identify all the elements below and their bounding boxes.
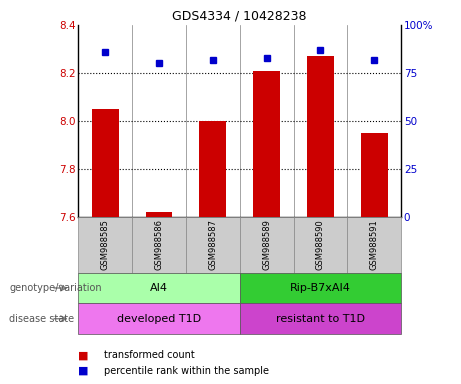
Bar [146, 212, 172, 217]
Bar [307, 56, 334, 217]
Bar [92, 109, 118, 217]
Text: percentile rank within the sample: percentile rank within the sample [104, 366, 269, 376]
Text: AI4: AI4 [150, 283, 168, 293]
Text: developed T1D: developed T1D [117, 314, 201, 324]
Title: GDS4334 / 10428238: GDS4334 / 10428238 [172, 9, 307, 22]
Text: GSM988587: GSM988587 [208, 219, 217, 270]
Bar [186, 217, 240, 273]
Text: Rip-B7xAI4: Rip-B7xAI4 [290, 283, 351, 293]
Bar [132, 217, 186, 273]
Bar [78, 303, 240, 334]
Bar [361, 133, 388, 217]
Bar [240, 217, 294, 273]
Text: GSM988586: GSM988586 [154, 219, 164, 270]
Bar [294, 217, 347, 273]
Text: genotype/variation: genotype/variation [9, 283, 102, 293]
Bar [253, 71, 280, 217]
Text: ■: ■ [78, 366, 89, 376]
Bar [199, 121, 226, 217]
Text: GSM988589: GSM988589 [262, 219, 271, 270]
Bar [240, 273, 401, 303]
Bar [78, 217, 132, 273]
Bar [347, 217, 401, 273]
Text: disease state: disease state [9, 314, 74, 324]
Text: ■: ■ [78, 350, 89, 360]
Bar [78, 273, 240, 303]
Text: GSM988590: GSM988590 [316, 219, 325, 270]
Text: resistant to T1D: resistant to T1D [276, 314, 365, 324]
Text: transformed count: transformed count [104, 350, 195, 360]
Text: GSM988591: GSM988591 [370, 219, 378, 270]
Bar [240, 303, 401, 334]
Text: GSM988585: GSM988585 [101, 219, 110, 270]
